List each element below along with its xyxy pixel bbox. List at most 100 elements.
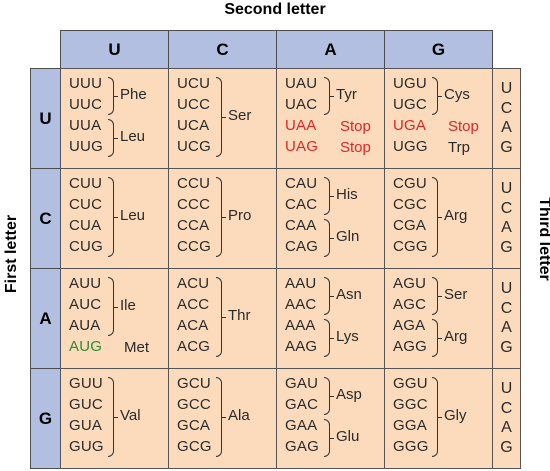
brace-tick: [221, 317, 226, 318]
codon: AGU: [393, 275, 427, 292]
amino-acid-label: Cys: [444, 86, 470, 103]
codon: CAU: [285, 175, 318, 192]
second-letter-title: Second letter: [224, 1, 326, 18]
codon: UCG: [177, 138, 211, 155]
first-letter-header-a: A: [30, 268, 61, 369]
codon-cell: [276, 68, 385, 169]
codon: GUG: [69, 438, 104, 455]
codon: CUC: [69, 196, 103, 213]
codon: AAA: [285, 317, 316, 334]
amino-acid-label: Ser: [444, 286, 468, 303]
codon: UUU: [69, 75, 103, 92]
second-letter-header-c: C: [168, 30, 277, 69]
third-letter: U: [500, 179, 513, 197]
third-letter: G: [500, 439, 513, 457]
brace-tick: [329, 196, 334, 197]
brace-tick: [329, 438, 334, 439]
codon: CGA: [393, 217, 427, 234]
third-letter: G: [500, 139, 513, 157]
codon: AGG: [393, 338, 427, 355]
codon: UGG: [393, 138, 428, 155]
amino-acid-label: Stop: [340, 117, 371, 135]
codon: GGU: [393, 375, 428, 392]
first-letter-header-c: C: [30, 168, 61, 269]
third-letter: G: [500, 239, 513, 257]
codon: GAU: [285, 375, 319, 392]
amino-acid-label: Tyr: [336, 86, 357, 103]
brace-tick: [113, 96, 118, 97]
codon: GGC: [393, 396, 428, 413]
brace-tick: [113, 417, 118, 418]
amino-acid-label: Arg: [444, 207, 468, 224]
amino-acid-label: Ala: [228, 407, 250, 424]
codon: UAG: [285, 138, 319, 155]
first-letter-title: First letter: [3, 214, 20, 294]
amino-acid-label: Ile: [120, 296, 136, 314]
brace-tick: [437, 296, 442, 297]
third-letter: A: [501, 419, 512, 437]
codon-cell: [384, 68, 493, 169]
amino-acid-label: Asp: [336, 386, 362, 403]
codon: GCC: [177, 396, 211, 413]
codon: AUC: [69, 296, 102, 313]
amino-acid-label: His: [336, 186, 358, 203]
codon: GCU: [177, 375, 211, 392]
codon: GGG: [393, 438, 429, 455]
codon: CAG: [285, 238, 319, 255]
codon: UGC: [393, 96, 427, 113]
codon: UGA: [393, 117, 427, 134]
brace-tick: [113, 306, 118, 308]
codon: UAA: [285, 117, 317, 134]
codon: CCU: [177, 175, 211, 192]
amino-acid-label: Gly: [444, 407, 467, 424]
brace-tick: [221, 117, 226, 118]
codon: ACG: [177, 338, 211, 355]
amino-acid-label: Stop: [340, 138, 371, 156]
codon: AAG: [285, 338, 318, 355]
codon: UUC: [69, 96, 103, 113]
codon: CUU: [69, 175, 103, 192]
brace-tick: [437, 417, 442, 418]
third-letter: U: [500, 279, 513, 297]
codon: CUG: [69, 238, 103, 255]
codon: GUU: [69, 375, 103, 392]
amino-acid-label: Arg: [444, 328, 468, 345]
codon: GCA: [177, 417, 211, 434]
codon: GAA: [285, 417, 318, 434]
second-letter-header-a: A: [276, 30, 385, 69]
codon: ACA: [177, 317, 209, 334]
codon-cell: [60, 68, 169, 169]
third-letter: C: [500, 99, 513, 117]
codon: GCG: [177, 438, 212, 455]
codon: GAG: [285, 438, 319, 455]
brace-tick: [437, 338, 442, 339]
amino-acid-label: Val: [120, 407, 141, 424]
third-letter-title: Third letter: [536, 197, 550, 281]
codon-cell: [168, 268, 277, 369]
brace-tick: [329, 396, 334, 397]
codon: CCC: [177, 196, 211, 213]
codon-cell: [384, 268, 493, 369]
third-letter: C: [500, 199, 513, 217]
codon: UUG: [69, 138, 103, 155]
third-letter: G: [500, 339, 513, 357]
amino-acid-label: Thr: [228, 307, 251, 324]
codon: CGG: [393, 238, 428, 255]
first-letter-header-u: U: [30, 68, 61, 169]
codon: ACC: [177, 296, 210, 313]
third-letter: A: [501, 119, 512, 137]
brace-tick: [113, 138, 118, 139]
brace-tick: [329, 238, 334, 239]
amino-acid-label: Pro: [228, 207, 252, 224]
brace-tick: [221, 217, 226, 218]
codon-cell: [276, 268, 385, 369]
brace-tick: [437, 217, 442, 218]
codon: CGC: [393, 196, 427, 213]
codon: AGA: [393, 317, 426, 334]
codon: AUA: [69, 317, 101, 334]
codon: CAA: [285, 217, 317, 234]
codon-cell: [60, 268, 169, 369]
brace-tick: [329, 296, 334, 297]
